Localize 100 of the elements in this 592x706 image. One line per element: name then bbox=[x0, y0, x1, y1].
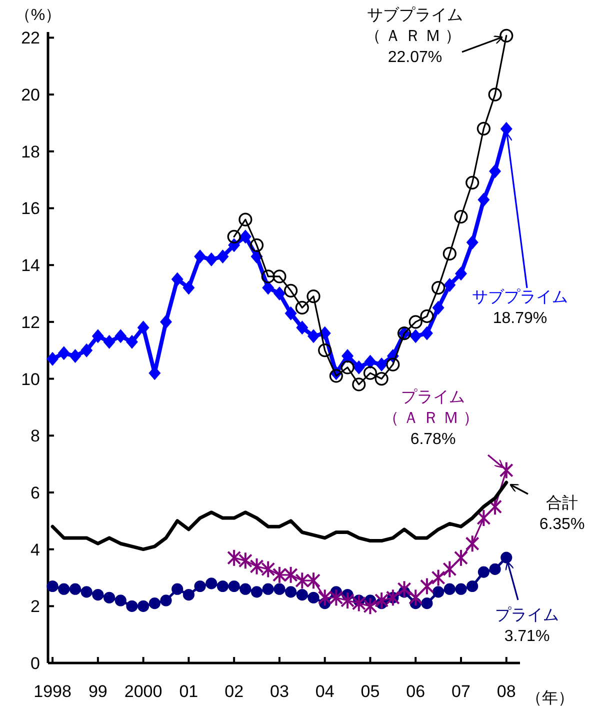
x-tick-label: 08 bbox=[496, 682, 516, 701]
point bbox=[340, 591, 355, 610]
point bbox=[227, 230, 241, 244]
annotation: 6.78% bbox=[410, 431, 456, 448]
point bbox=[476, 509, 491, 528]
point bbox=[352, 378, 366, 392]
annotation: 18.79% bbox=[492, 310, 548, 327]
x-tick-label: 2000 bbox=[124, 682, 162, 701]
point bbox=[352, 360, 365, 374]
point bbox=[374, 372, 388, 386]
point bbox=[364, 354, 376, 369]
legend-label: プライム bbox=[495, 606, 559, 624]
point bbox=[114, 329, 127, 344]
point bbox=[205, 252, 218, 266]
point bbox=[455, 266, 467, 281]
point bbox=[182, 280, 195, 295]
y-axis-title: （%） bbox=[14, 7, 62, 24]
point bbox=[273, 286, 286, 300]
point bbox=[318, 588, 332, 607]
point bbox=[58, 583, 70, 595]
y-tick-label: 6 bbox=[30, 483, 40, 502]
point bbox=[238, 212, 252, 226]
point bbox=[194, 250, 206, 264]
point bbox=[442, 560, 457, 578]
point bbox=[410, 329, 422, 344]
point bbox=[432, 586, 444, 598]
point bbox=[397, 580, 412, 598]
point bbox=[126, 334, 138, 349]
point bbox=[465, 534, 480, 553]
point bbox=[466, 580, 478, 592]
point bbox=[488, 88, 502, 102]
point bbox=[296, 320, 308, 335]
point bbox=[103, 592, 116, 604]
point bbox=[318, 344, 332, 358]
point bbox=[374, 591, 389, 610]
point bbox=[69, 583, 82, 595]
y-tick-label: 10 bbox=[21, 370, 40, 389]
x-tick-label: 05 bbox=[360, 682, 380, 701]
point bbox=[308, 329, 320, 344]
point bbox=[148, 598, 160, 610]
point bbox=[455, 583, 467, 595]
y-tick-label: 12 bbox=[21, 312, 40, 332]
point bbox=[363, 366, 378, 380]
point bbox=[250, 557, 264, 576]
point bbox=[80, 343, 93, 358]
point bbox=[329, 369, 343, 383]
x-tick-label: 07 bbox=[452, 682, 470, 701]
point bbox=[329, 588, 344, 607]
point bbox=[466, 176, 480, 190]
point bbox=[285, 586, 297, 598]
x-tick-label: 04 bbox=[315, 682, 334, 701]
y-tick-label: 2 bbox=[30, 597, 40, 616]
point bbox=[272, 270, 286, 284]
point bbox=[454, 210, 468, 224]
point bbox=[466, 235, 478, 250]
point bbox=[306, 572, 320, 590]
point bbox=[295, 572, 310, 590]
y-tick-label: 0 bbox=[30, 654, 40, 673]
point bbox=[295, 300, 309, 315]
point bbox=[250, 586, 263, 598]
point bbox=[240, 583, 252, 595]
point bbox=[489, 563, 501, 576]
point bbox=[206, 578, 218, 590]
y-tick-label: 8 bbox=[30, 426, 40, 446]
point bbox=[46, 580, 58, 592]
point bbox=[261, 270, 275, 284]
point bbox=[386, 588, 400, 607]
point bbox=[262, 583, 274, 595]
point bbox=[261, 560, 276, 578]
point bbox=[476, 122, 490, 136]
x-tick-label: 06 bbox=[406, 682, 426, 701]
annotation: 3.71% bbox=[504, 628, 550, 645]
y-tick-label: 20 bbox=[21, 86, 40, 105]
point bbox=[408, 315, 422, 329]
point bbox=[420, 309, 434, 324]
point bbox=[238, 552, 252, 570]
point bbox=[352, 594, 366, 612]
point bbox=[444, 583, 456, 595]
point bbox=[442, 246, 456, 261]
point bbox=[376, 358, 388, 372]
y-tick-label: 14 bbox=[21, 256, 40, 276]
point bbox=[46, 352, 59, 366]
point bbox=[250, 238, 264, 252]
point bbox=[284, 306, 297, 320]
point bbox=[103, 334, 116, 349]
point bbox=[92, 588, 104, 601]
point bbox=[262, 280, 274, 295]
point bbox=[421, 598, 433, 610]
point bbox=[489, 164, 502, 178]
point bbox=[172, 583, 184, 595]
point bbox=[488, 498, 502, 516]
point bbox=[114, 594, 126, 606]
point bbox=[478, 566, 490, 578]
x-tick-label: 02 bbox=[224, 682, 244, 701]
point bbox=[138, 600, 150, 612]
point bbox=[296, 588, 308, 601]
annotation: 22.07% bbox=[388, 49, 442, 66]
point bbox=[80, 586, 92, 598]
point bbox=[500, 122, 512, 136]
point bbox=[58, 346, 70, 360]
